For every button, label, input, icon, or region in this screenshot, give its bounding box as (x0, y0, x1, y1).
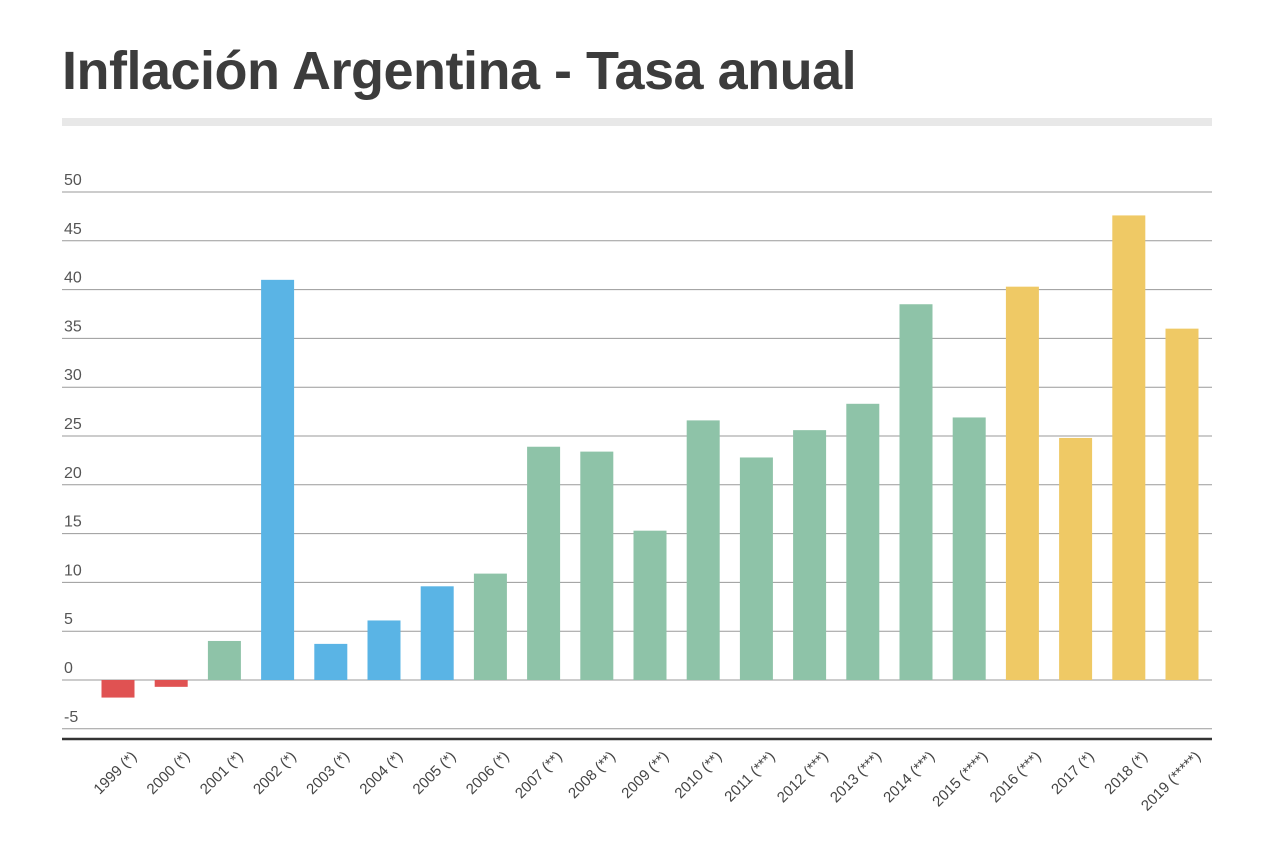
x-tick-label: 2001 (*) (197, 748, 247, 798)
bar (1112, 215, 1146, 680)
bar (952, 417, 986, 680)
title-divider (62, 118, 1212, 126)
bar (1059, 437, 1093, 680)
y-tick-label: 20 (64, 465, 82, 482)
y-tick-label: 50 (64, 172, 82, 189)
x-tick-label: 2018 (*) (1101, 748, 1151, 798)
y-tick-label: 35 (64, 318, 82, 335)
x-tick-label: 2013 (***) (827, 748, 885, 806)
x-tick-label: 2009 (**) (618, 748, 672, 802)
y-tick-label: 15 (64, 514, 82, 531)
bar (261, 279, 295, 680)
x-tick-label: 2008 (**) (565, 748, 619, 802)
bars (101, 215, 1199, 698)
y-tick-label: -5 (64, 709, 78, 726)
y-tick-label: 5 (64, 611, 73, 628)
y-tick-label: 0 (64, 660, 73, 677)
bar (154, 680, 188, 687)
bar (899, 304, 933, 680)
x-tick-label: 2006 (*) (463, 748, 513, 798)
x-tick-label: 2012 (***) (774, 748, 832, 806)
page-title: Inflación Argentina - Tasa anual (62, 41, 857, 101)
x-tick-label: 2011 (***) (721, 748, 778, 805)
bar (633, 530, 667, 680)
x-tick-label: 2010 (**) (672, 748, 726, 802)
bar (739, 457, 773, 680)
bar (101, 680, 135, 698)
x-tick-label: 2003 (*) (303, 748, 353, 798)
bar (314, 643, 348, 680)
bar (846, 403, 880, 680)
x-tick-label: 2017 (*) (1048, 748, 1098, 798)
x-tick-label: 2000 (*) (144, 748, 194, 798)
bar (473, 573, 507, 680)
x-tick-label: 2004 (*) (356, 748, 406, 798)
x-tick-label: 2007 (**) (512, 748, 566, 802)
x-tick-label: 2005 (*) (410, 748, 460, 798)
bar (207, 640, 241, 680)
y-tick-label: 40 (64, 270, 82, 287)
bar (1005, 286, 1039, 680)
bar (793, 430, 827, 680)
x-tick-label: 1999 (*) (90, 748, 140, 798)
bar (367, 620, 401, 680)
y-tick-label: 10 (64, 562, 82, 579)
bar (420, 586, 454, 680)
x-axis-labels: 1999 (*) 2000 (*) 2001 (*) 2002 (*) 2003 (*)… (90, 748, 1204, 814)
bar (527, 446, 561, 680)
x-tick-label: 2016 (***) (987, 748, 1045, 806)
y-tick-label: 45 (64, 221, 82, 238)
y-tick-label: 25 (64, 416, 82, 433)
bar (580, 451, 614, 680)
bar (686, 420, 720, 680)
bar (1165, 328, 1199, 680)
y-tick-label: 30 (64, 367, 82, 384)
x-tick-label: 2002 (*) (250, 748, 300, 798)
x-tick-label: 2015 (****) (929, 748, 991, 810)
